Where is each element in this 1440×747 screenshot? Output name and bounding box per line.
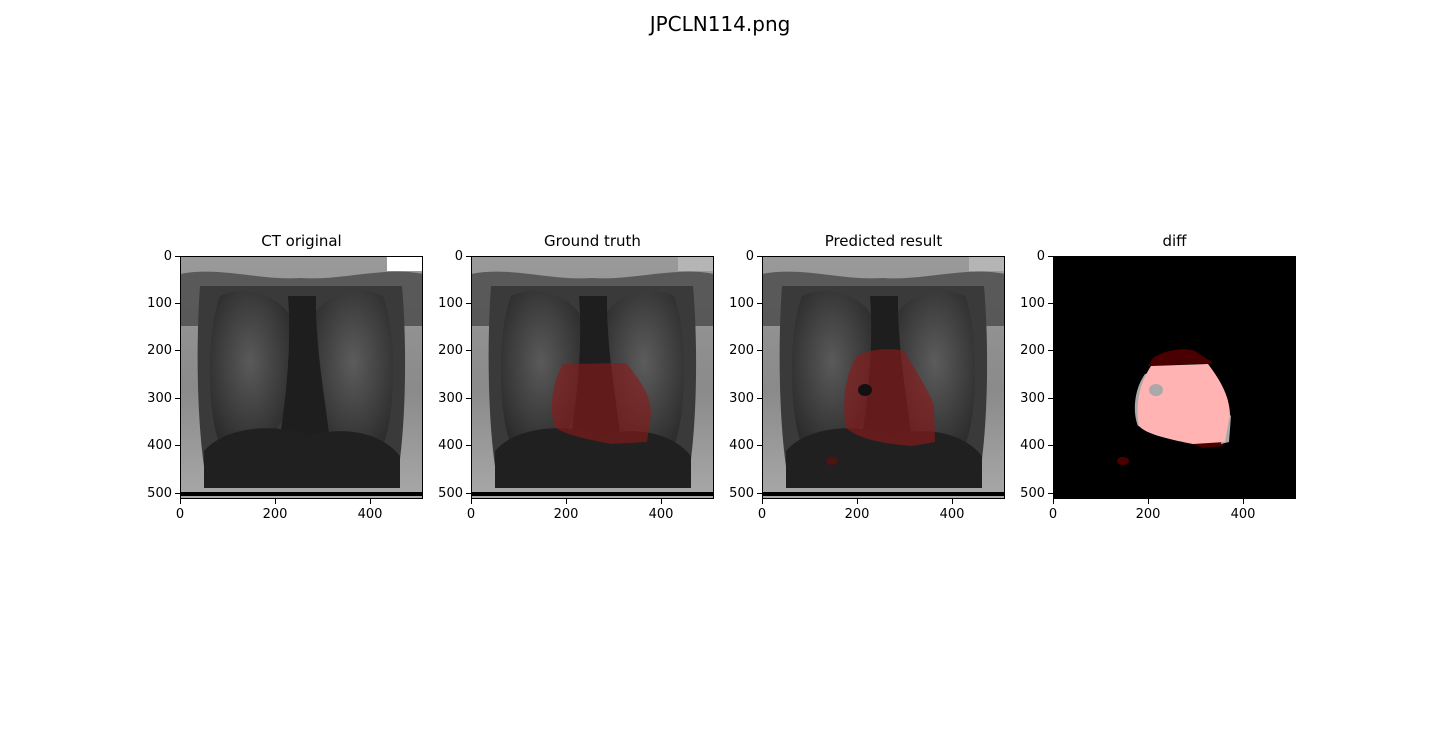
x-tick: 0 <box>451 499 491 522</box>
y-tick: 0 <box>722 250 762 263</box>
panel-predicted-result: Predicted result 0 100 200 300 400 500 0… <box>715 232 1005 532</box>
image-axes: 0 100 200 300 400 500 0 200 400 <box>1020 250 1296 522</box>
x-tick: 200 <box>255 499 295 522</box>
y-tick: 0 <box>140 250 180 263</box>
ground-truth-mask <box>551 363 651 444</box>
panel-title: Predicted result <box>824 232 943 250</box>
figure-title: JPCLN114.png <box>649 12 791 36</box>
y-tick: 500 <box>431 487 471 500</box>
y-tick: 500 <box>140 487 180 500</box>
x-tick: 400 <box>350 499 390 522</box>
image-axes: 0 100 200 300 400 500 0 200 400 <box>438 250 714 522</box>
ct-image <box>180 256 423 499</box>
y-tick: 300 <box>1013 392 1053 405</box>
panel-title: diff <box>1162 232 1187 250</box>
diff-blob <box>1117 457 1129 465</box>
y-tick: 500 <box>1013 487 1053 500</box>
x-tick: 0 <box>160 499 200 522</box>
y-tick: 300 <box>140 392 180 405</box>
y-tick: 400 <box>1013 439 1053 452</box>
y-tick: 100 <box>140 297 180 310</box>
image-axes: 0 100 200 300 400 500 0 200 400 <box>729 250 1005 522</box>
panel-ct-original: CT original 0 100 200 300 400 500 0 200 … <box>133 232 423 532</box>
panel-diff: diff 0 100 200 300 400 500 0 200 400 <box>1006 232 1296 532</box>
y-tick: 200 <box>431 344 471 357</box>
x-tick: 200 <box>837 499 877 522</box>
predicted-blob <box>826 457 838 465</box>
y-tick: 0 <box>431 250 471 263</box>
predicted-image <box>762 256 1005 499</box>
diff-predicted-only <box>1148 349 1213 366</box>
x-tick: 400 <box>641 499 681 522</box>
image-axes: 0 100 200 300 400 500 0 200 400 <box>147 250 423 522</box>
panel-title: Ground truth <box>544 232 641 250</box>
panel-ground-truth: Ground truth 0 100 200 300 400 500 0 200… <box>424 232 714 532</box>
y-tick: 200 <box>722 344 762 357</box>
y-tick: 300 <box>722 392 762 405</box>
x-tick: 200 <box>546 499 586 522</box>
ground-truth-image <box>471 256 714 499</box>
x-tick: 400 <box>1223 499 1263 522</box>
diff-overlap <box>1137 364 1230 444</box>
y-tick: 100 <box>1013 297 1053 310</box>
y-tick: 400 <box>431 439 471 452</box>
x-tick: 200 <box>1128 499 1168 522</box>
y-tick: 0 <box>1013 250 1053 263</box>
predicted-mask <box>844 349 935 446</box>
x-tick: 0 <box>1033 499 1073 522</box>
y-tick: 400 <box>722 439 762 452</box>
x-tick: 0 <box>742 499 782 522</box>
y-tick: 500 <box>722 487 762 500</box>
y-tick: 100 <box>431 297 471 310</box>
diff-image <box>1053 256 1296 499</box>
y-tick: 200 <box>1013 344 1053 357</box>
y-tick: 300 <box>431 392 471 405</box>
x-tick: 400 <box>932 499 972 522</box>
y-tick: 100 <box>722 297 762 310</box>
diff-hole <box>1149 384 1163 396</box>
panel-title: CT original <box>261 232 342 250</box>
y-tick: 400 <box>140 439 180 452</box>
y-tick: 200 <box>140 344 180 357</box>
predicted-hole <box>858 384 872 396</box>
